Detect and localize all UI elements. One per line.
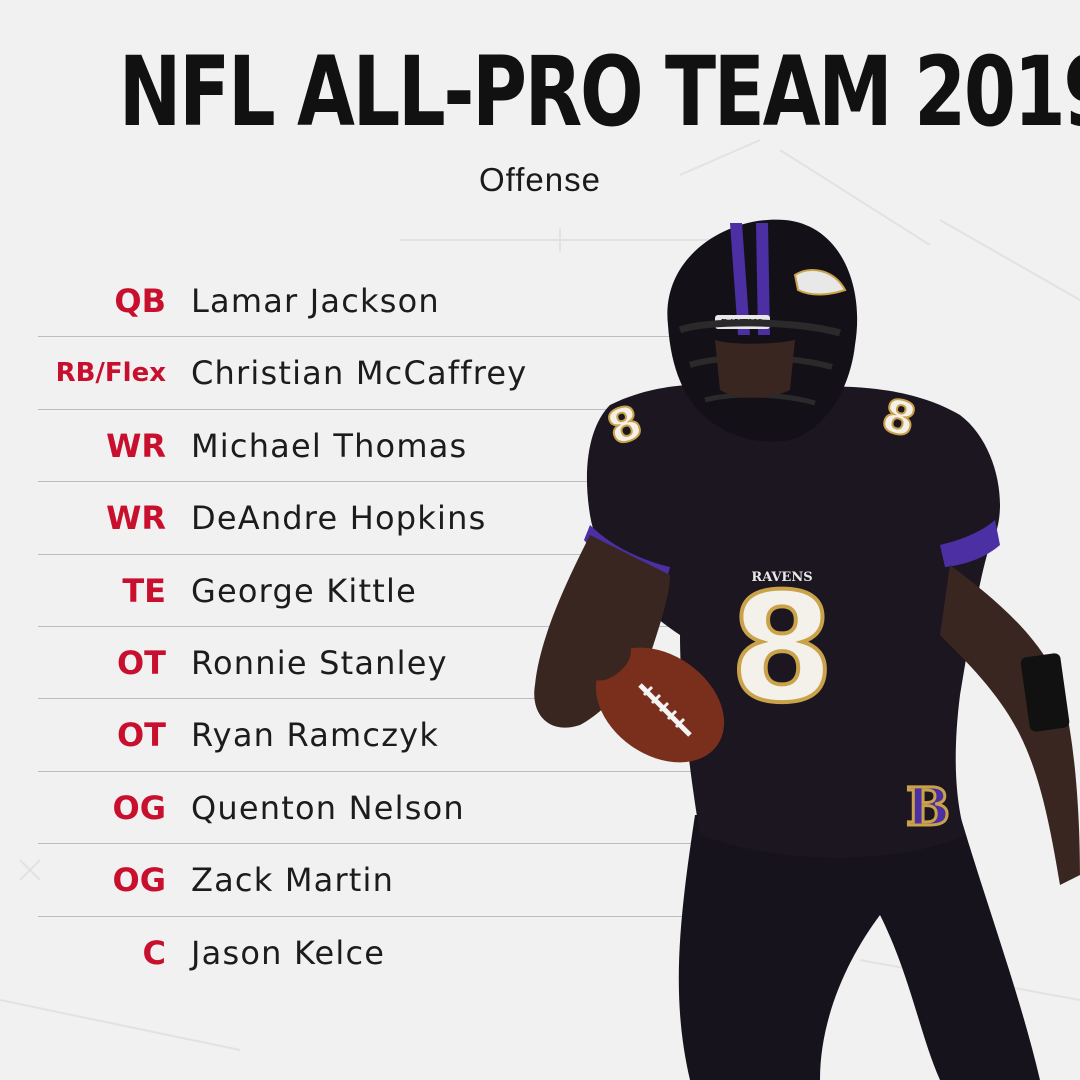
player-name: Lamar Jackson	[191, 282, 440, 320]
position-label: RB/Flex	[55, 358, 166, 389]
page-title: NFL ALL-PRO TEAM 2019	[118, 36, 1080, 148]
position-label: OT	[116, 716, 166, 755]
roster-list: QB Lamar Jackson RB/Flex Christian McCaf…	[38, 265, 708, 989]
jersey-text: RAVENS	[751, 570, 812, 585]
position-label: WR	[106, 499, 166, 538]
sleeve-trim-right	[940, 520, 1000, 567]
player-name: Christian McCaffrey	[191, 354, 528, 393]
pants-logo: B	[906, 777, 950, 838]
position-label: QB	[114, 282, 166, 320]
football	[595, 647, 725, 763]
player-name: Jason Kelce	[191, 933, 386, 972]
roster-row: WR Michael Thomas	[38, 410, 708, 483]
player-legs	[678, 815, 1040, 1080]
position-label: TE	[122, 571, 166, 610]
roster-row: OT Ryan Ramczyk	[38, 699, 708, 772]
player-name: Ryan Ramczyk	[191, 716, 440, 755]
player-name: George Kittle	[191, 571, 417, 610]
roster-row: WR DeAndre Hopkins	[38, 482, 708, 555]
page-subtitle: Offense	[479, 161, 601, 198]
position-label: OG	[112, 788, 166, 827]
position-label: OT	[116, 643, 166, 682]
position-label: WR	[106, 426, 166, 465]
player-name: Quenton Nelson	[191, 788, 465, 827]
roster-row: OG Zack Martin	[38, 844, 708, 917]
roster-row: C Jason Kelce	[38, 917, 708, 989]
jersey-number: 8	[730, 562, 834, 736]
player-name: Ronnie Stanley	[191, 643, 448, 682]
player-photo: 8 RAVENS 8 8 B RAVENS	[534, 219, 1080, 1080]
roster-row: OG Quenton Nelson	[38, 772, 708, 845]
player-arm-right	[940, 565, 1080, 885]
player-name: Michael Thomas	[191, 426, 468, 465]
player-name: DeAndre Hopkins	[191, 499, 487, 538]
roster-row: RB/Flex Christian McCaffrey	[38, 337, 708, 410]
helmet: RAVENS	[667, 219, 858, 442]
player-name: Zack Martin	[191, 861, 395, 900]
position-label: C	[142, 933, 166, 972]
roster-row: QB Lamar Jackson	[38, 265, 708, 338]
roster-row: OT Ronnie Stanley	[38, 627, 708, 700]
position-label: OG	[112, 861, 166, 900]
wrist-band	[1020, 653, 1070, 732]
player-hand	[570, 629, 631, 681]
roster-row: TE George Kittle	[38, 555, 708, 627]
